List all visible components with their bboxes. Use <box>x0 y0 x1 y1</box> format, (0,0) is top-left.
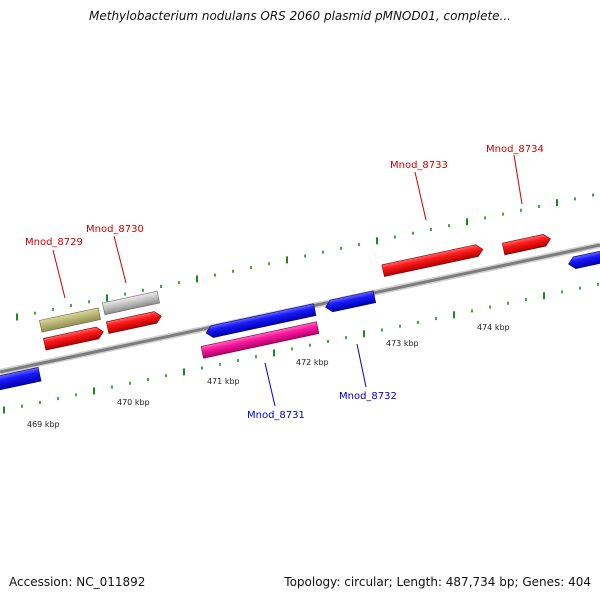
scale-label-473: 473 kbp <box>386 339 419 348</box>
map-title: Methylobacterium nodulans ORS 2060 plasm… <box>89 9 511 23</box>
gene-arrow-mnod-8731[interactable] <box>205 303 317 339</box>
gene-arrow-mnod-8733[interactable] <box>381 243 484 277</box>
leader-mnod-8732 <box>356 343 367 388</box>
leader-mnod-8731 <box>264 362 276 407</box>
gene-label-mnod-8729[interactable]: Mnod_8729 <box>25 237 83 248</box>
gene-arrow-mnod-8732[interactable] <box>324 290 377 313</box>
upper-tick-row <box>16 193 594 321</box>
accession-text: Accession: NC_011892 <box>9 575 146 589</box>
scale-labels: 469 kbp 470 kbp 471 kbp 472 kbp 473 kbp … <box>27 323 510 429</box>
gene-arrow-mnod-8730-other[interactable] <box>102 290 160 316</box>
leader-mnod-8734 <box>513 154 523 205</box>
gene-arrow-mnod-8734[interactable] <box>501 233 551 256</box>
gene-label-mnod-8734[interactable]: Mnod_8734 <box>486 144 544 155</box>
scale-label-471: 471 kbp <box>207 377 240 386</box>
label-leader-lines <box>52 154 523 407</box>
scale-label-472: 472 kbp <box>296 358 329 367</box>
lower-tick-row <box>3 282 599 414</box>
scale-label-469: 469 kbp <box>27 420 60 429</box>
leader-mnod-8733 <box>414 171 427 221</box>
scale-label-470: 470 kbp <box>117 398 150 407</box>
gene-label-mnod-8730[interactable]: Mnod_8730 <box>86 224 144 235</box>
gene-label-mnod-8731[interactable]: Mnod_8731 <box>247 410 305 421</box>
topology-summary: Topology: circular; Length: 487,734 bp; … <box>284 575 591 589</box>
gene-arrow-mnod-8729[interactable] <box>43 326 104 351</box>
gene-arrow-mnod-8731-other[interactable] <box>200 321 320 359</box>
leader-mnod-8729 <box>52 249 66 299</box>
gene-labels: Mnod_8729 Mnod_8730 Mnod_8731 Mnod_8732 … <box>25 144 544 421</box>
gene-arrow-mnod-8729-other[interactable] <box>39 307 101 333</box>
gene-arrow-mnod-8730[interactable] <box>105 310 162 334</box>
gene-label-mnod-8732[interactable]: Mnod_8732 <box>339 391 397 402</box>
scale-label-474: 474 kbp <box>477 323 510 332</box>
gene-label-mnod-8733[interactable]: Mnod_8733 <box>390 160 448 171</box>
gene-arrow-reverse[interactable] <box>0 367 42 394</box>
leader-mnod-8730 <box>113 235 127 284</box>
gene-features <box>0 233 600 394</box>
gene-arrow-reverse[interactable] <box>567 246 600 270</box>
